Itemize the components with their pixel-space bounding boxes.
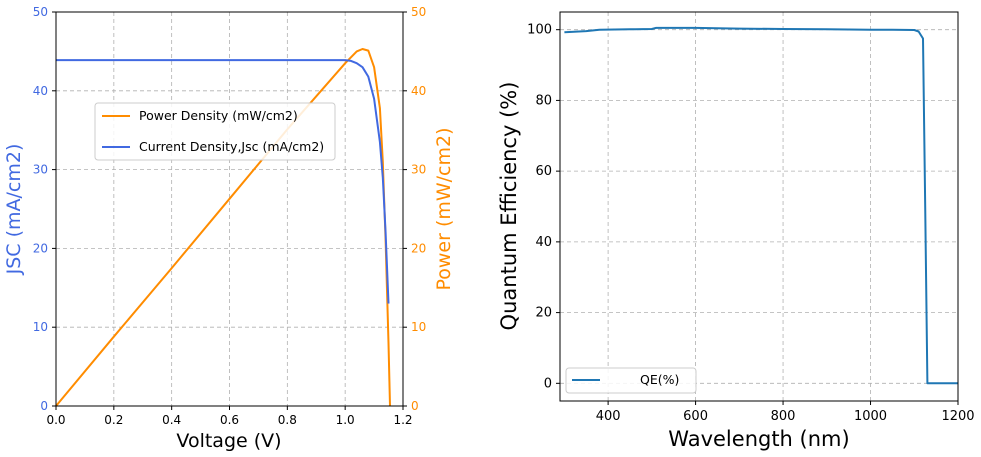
right-y-tick-label: 10 bbox=[411, 320, 426, 334]
qe-x-tick-label: 1200 bbox=[941, 409, 974, 424]
left-x-tick-label: 0.4 bbox=[162, 413, 181, 427]
left-x-ticks: 0.0 0.2 0.4 0.6 0.8 1.0 1.2 bbox=[46, 406, 413, 427]
qe-grid bbox=[560, 12, 959, 401]
qe-line bbox=[564, 26, 958, 385]
legend-power-label: Power Density (mW/cm2) bbox=[139, 108, 298, 123]
legend-jsc-label: Current Density,Jsc (mA/cm2) bbox=[139, 139, 324, 154]
qe-legend: QE(%) bbox=[565, 367, 697, 394]
left-x-tick-label: 0.0 bbox=[46, 413, 65, 427]
qe-x-tick-label: 1000 bbox=[854, 409, 887, 424]
right-y-axis-label: Power (mW/cm2) bbox=[433, 127, 455, 290]
qe-x-axis-label: Wavelength (nm) bbox=[668, 427, 849, 451]
right-y-tick-label: 40 bbox=[411, 84, 426, 98]
quantum-efficiency-chart: 400 600 800 1000 1200 0 20 40 60 80 100 Wavelengt… bbox=[497, 11, 975, 451]
left-legend-box bbox=[94, 102, 336, 161]
left-y-tick-label: 20 bbox=[33, 241, 48, 255]
qe-y-tick-label: 100 bbox=[527, 23, 552, 38]
qe-x-tick-label: 400 bbox=[596, 409, 621, 424]
qe-x-ticks: 400 600 800 1000 1200 bbox=[596, 401, 975, 424]
qe-y-tick-label: 20 bbox=[535, 306, 552, 321]
qe-y-tick-label: 0 bbox=[544, 376, 552, 391]
qe-series bbox=[564, 26, 958, 385]
right-y-tick-label: 30 bbox=[411, 163, 426, 177]
left-x-tick-label: 1.2 bbox=[393, 413, 412, 427]
left-grid bbox=[55, 11, 404, 407]
qe-x-tick-label: 600 bbox=[683, 409, 708, 424]
qe-y-axis-label: Quantum Efficiency (%) bbox=[497, 82, 521, 331]
left-y-tick-label: 30 bbox=[33, 163, 48, 177]
right-y-ticks: 0 10 20 30 40 50 bbox=[403, 5, 426, 413]
left-y-tick-label: 10 bbox=[33, 320, 48, 334]
qe-y-ticks: 0 20 40 60 80 100 bbox=[527, 23, 560, 391]
left-legend: Power Density (mW/cm2) Current Density,J… bbox=[94, 102, 336, 161]
right-y-tick-label: 50 bbox=[411, 5, 426, 19]
left-y-tick-label: 50 bbox=[33, 5, 48, 19]
qe-legend-box bbox=[565, 367, 697, 394]
left-series bbox=[55, 48, 391, 407]
left-y-axis-label: JSC (mA/cm2) bbox=[3, 144, 25, 276]
qe-y-tick-label: 40 bbox=[535, 235, 552, 250]
current-density-line bbox=[56, 59, 390, 304]
left-y-tick-label: 0 bbox=[40, 399, 48, 413]
qe-plot-frame bbox=[559, 11, 959, 402]
legend-qe-label: QE(%) bbox=[640, 372, 679, 387]
left-x-tick-label: 0.6 bbox=[220, 413, 239, 427]
jv-power-chart: 0.0 0.2 0.4 0.6 0.8 1.0 1.2 0 10 20 30 40 50 0 10 20 3… bbox=[3, 5, 455, 452]
left-y-tick-label: 40 bbox=[33, 84, 48, 98]
left-y-ticks: 0 10 20 30 40 50 bbox=[33, 5, 56, 413]
left-x-axis-label: Voltage (V) bbox=[176, 430, 281, 452]
right-y-tick-label: 0 bbox=[411, 399, 419, 413]
left-x-tick-label: 1.0 bbox=[336, 413, 355, 427]
qe-y-tick-label: 80 bbox=[535, 93, 552, 108]
qe-y-tick-label: 60 bbox=[535, 164, 552, 179]
right-y-tick-label: 20 bbox=[411, 241, 426, 255]
left-x-tick-label: 0.2 bbox=[104, 413, 123, 427]
qe-x-tick-label: 800 bbox=[771, 409, 796, 424]
left-x-tick-label: 0.8 bbox=[278, 413, 297, 427]
